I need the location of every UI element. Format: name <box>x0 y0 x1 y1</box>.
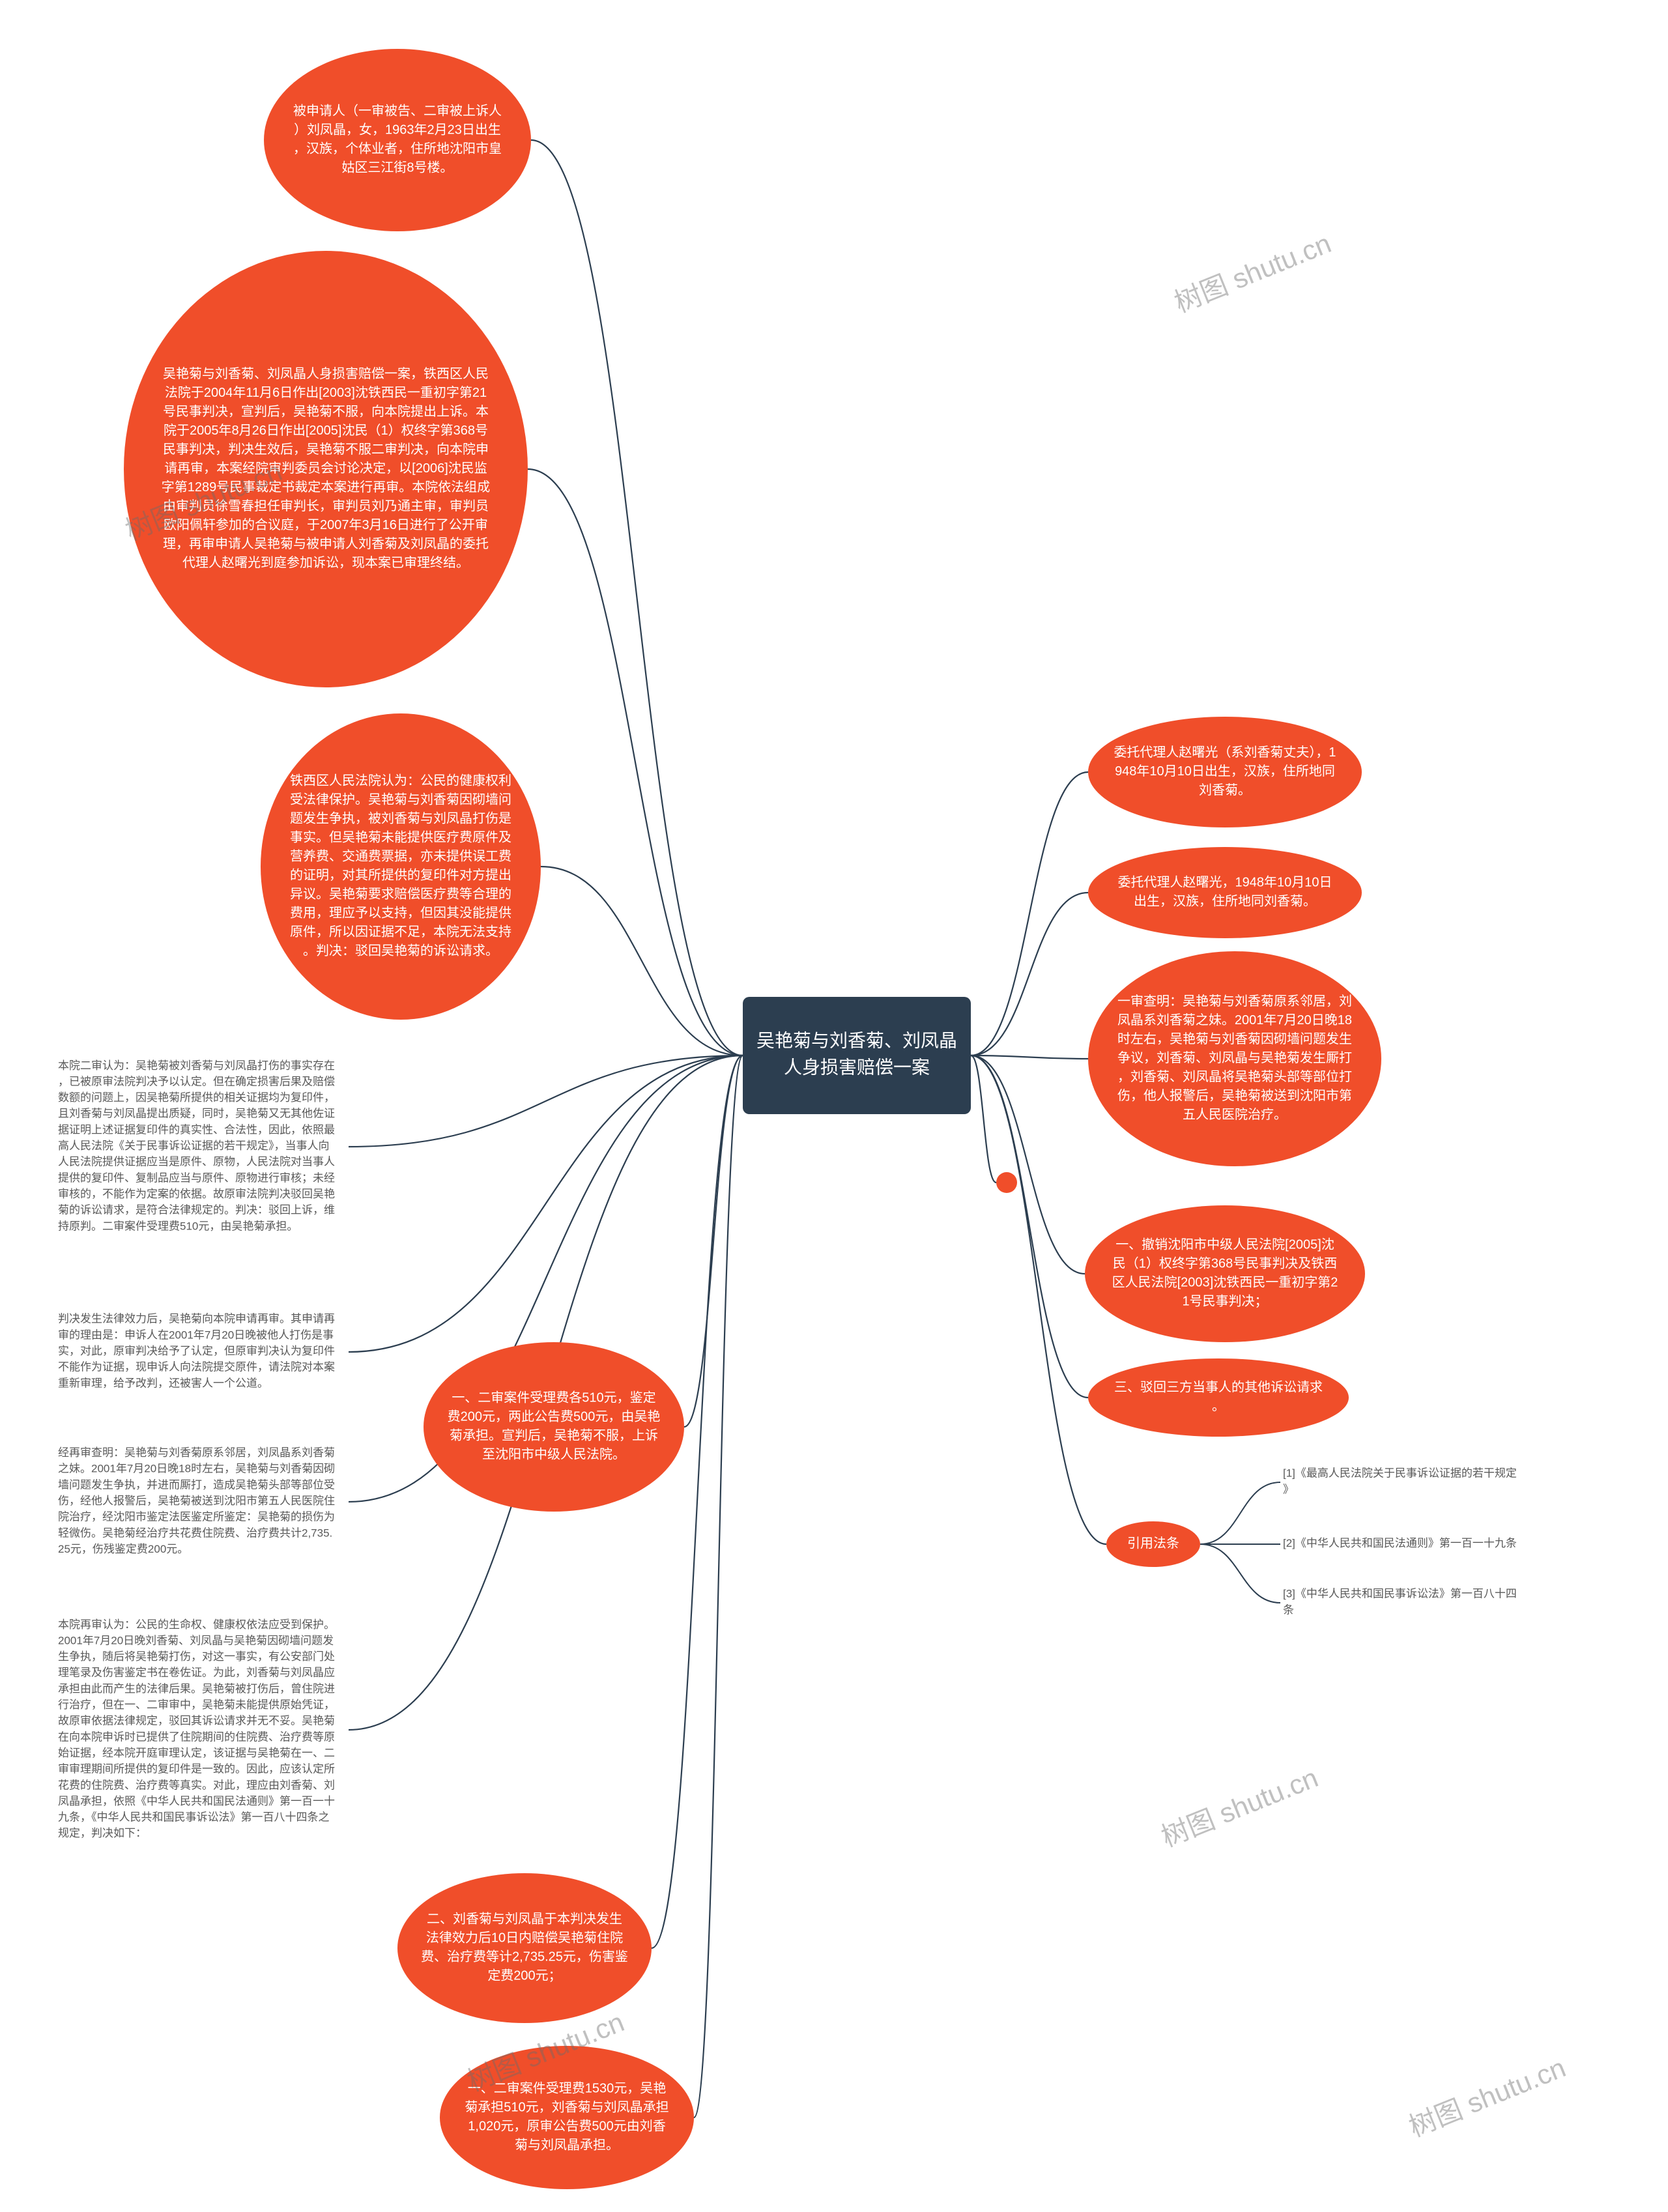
center-node[interactable]: 吴艳菊与刘香菊、刘凤晶人身损害赔偿一案 <box>743 997 971 1114</box>
mindmap-node[interactable]: [3]《中华人民共和国民事诉讼法》第一百八十四条 <box>1280 1587 1534 1619</box>
mindmap-node[interactable]: 一审查明：吴艳菊与刘香菊原系邻居，刘凤晶系刘香菊之妹。2001年7月20日晚18… <box>1088 951 1381 1166</box>
mindmap-node[interactable]: 本院二审认为：吴艳菊被刘香菊与刘凤晶打伤的事实存在，已被原审法院判决予以认定。但… <box>55 1033 349 1261</box>
mindmap-node[interactable]: [2]《中华人民共和国民法通则》第一百一十九条 <box>1280 1528 1534 1560</box>
node-text: 吴艳菊与刘香菊、刘凤晶人身损害赔偿一案，铁西区人民法院于2004年11月6日作出… <box>162 366 491 570</box>
mindmap-node[interactable]: 二、刘香菊与刘凤晶于本判决发生法律效力后10日内赔偿吴艳菊住院费、治疗费等计2,… <box>397 1873 652 2023</box>
node-text: [2]《中华人民共和国民法通则》第一百一十九条 <box>1283 1537 1517 1549</box>
mindmap-node[interactable]: 被申请人（一审被告、二审被上诉人）刘凤晶，女，1963年2月23日出生，汉族，个… <box>264 49 531 231</box>
mindmap-node[interactable]: 引用法条 <box>1106 1521 1200 1567</box>
node-text: 引用法条 <box>1127 1536 1179 1551</box>
mindmap-node[interactable]: 判决发生法律效力后，吴艳菊向本院申请再审。其申请再审的理由是：申诉人在2001年… <box>55 1300 349 1404</box>
node-text: 一审查明：吴艳菊与刘香菊原系邻居，刘凤晶系刘香菊之妹。2001年7月20日晚18… <box>1117 994 1352 1122</box>
mindmap-node[interactable]: 三、驳回三方当事人的其他诉讼请求。 <box>1088 1358 1349 1437</box>
mindmap-node[interactable]: 吴艳菊与刘香菊、刘凤晶人身损害赔偿一案，铁西区人民法院于2004年11月6日作出… <box>124 251 528 687</box>
node-text: 本院二审认为：吴艳菊被刘香菊与刘凤晶打伤的事实存在，已被原审法院判决予以认定。但… <box>58 1059 335 1233</box>
mindmap-node[interactable] <box>996 1172 1017 1193</box>
mindmap-node[interactable]: 一、撤销沈阳市中级人民法院[2005]沈民（1）权终字第368号民事判决及铁西区… <box>1085 1205 1365 1342</box>
mindmap-node[interactable]: 委托代理人赵曙光（系刘香菊丈夫），1948年10月10日出生，汉族，住所地同刘香… <box>1088 717 1362 827</box>
mindmap-node[interactable]: 委托代理人赵曙光，1948年10月10日出生，汉族，住所地同刘香菊。 <box>1088 847 1362 938</box>
mindmap-node[interactable]: 铁西区人民法院认为：公民的健康权利受法律保护。吴艳菊与刘香菊因砌墙问题发生争执，… <box>261 713 541 1020</box>
mindmap-node[interactable]: 一、二审案件受理费各510元，鉴定费200元，两此公告费500元，由吴艳菊承担。… <box>424 1342 684 1512</box>
mindmap-node[interactable]: [1]《最高人民法院关于民事诉讼证据的若干规定》 <box>1280 1466 1534 1499</box>
mindmap-node[interactable]: 经再审查明：吴艳菊与刘香菊原系邻居，刘凤晶系刘香菊之妹。2001年7月20日晚1… <box>55 1427 349 1577</box>
mindmap-node[interactable]: 本院再审认为：公民的生命权、健康权依法应受到保护。2001年7月20日晚刘香菊、… <box>55 1593 349 1867</box>
node-text: 经再审查明：吴艳菊与刘香菊原系邻居，刘凤晶系刘香菊之妹。2001年7月20日晚1… <box>58 1447 335 1556</box>
